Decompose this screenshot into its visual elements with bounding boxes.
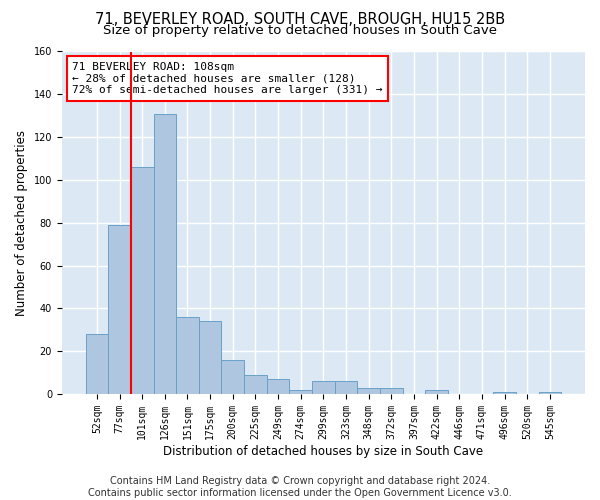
- Bar: [108, 225, 131, 394]
- Bar: [312, 381, 335, 394]
- Bar: [221, 360, 244, 394]
- Bar: [493, 392, 516, 394]
- Bar: [425, 390, 448, 394]
- Bar: [199, 321, 221, 394]
- Bar: [244, 374, 267, 394]
- Bar: [539, 392, 561, 394]
- Y-axis label: Number of detached properties: Number of detached properties: [15, 130, 28, 316]
- Bar: [335, 381, 358, 394]
- Text: Size of property relative to detached houses in South Cave: Size of property relative to detached ho…: [103, 24, 497, 37]
- X-axis label: Distribution of detached houses by size in South Cave: Distribution of detached houses by size …: [163, 444, 484, 458]
- Bar: [380, 388, 403, 394]
- Bar: [154, 114, 176, 394]
- Text: 71 BEVERLEY ROAD: 108sqm
← 28% of detached houses are smaller (128)
72% of semi-: 71 BEVERLEY ROAD: 108sqm ← 28% of detach…: [72, 62, 383, 95]
- Bar: [289, 390, 312, 394]
- Bar: [176, 317, 199, 394]
- Bar: [267, 379, 289, 394]
- Bar: [358, 388, 380, 394]
- Bar: [86, 334, 108, 394]
- Text: 71, BEVERLEY ROAD, SOUTH CAVE, BROUGH, HU15 2BB: 71, BEVERLEY ROAD, SOUTH CAVE, BROUGH, H…: [95, 12, 505, 28]
- Bar: [131, 167, 154, 394]
- Text: Contains HM Land Registry data © Crown copyright and database right 2024.
Contai: Contains HM Land Registry data © Crown c…: [88, 476, 512, 498]
